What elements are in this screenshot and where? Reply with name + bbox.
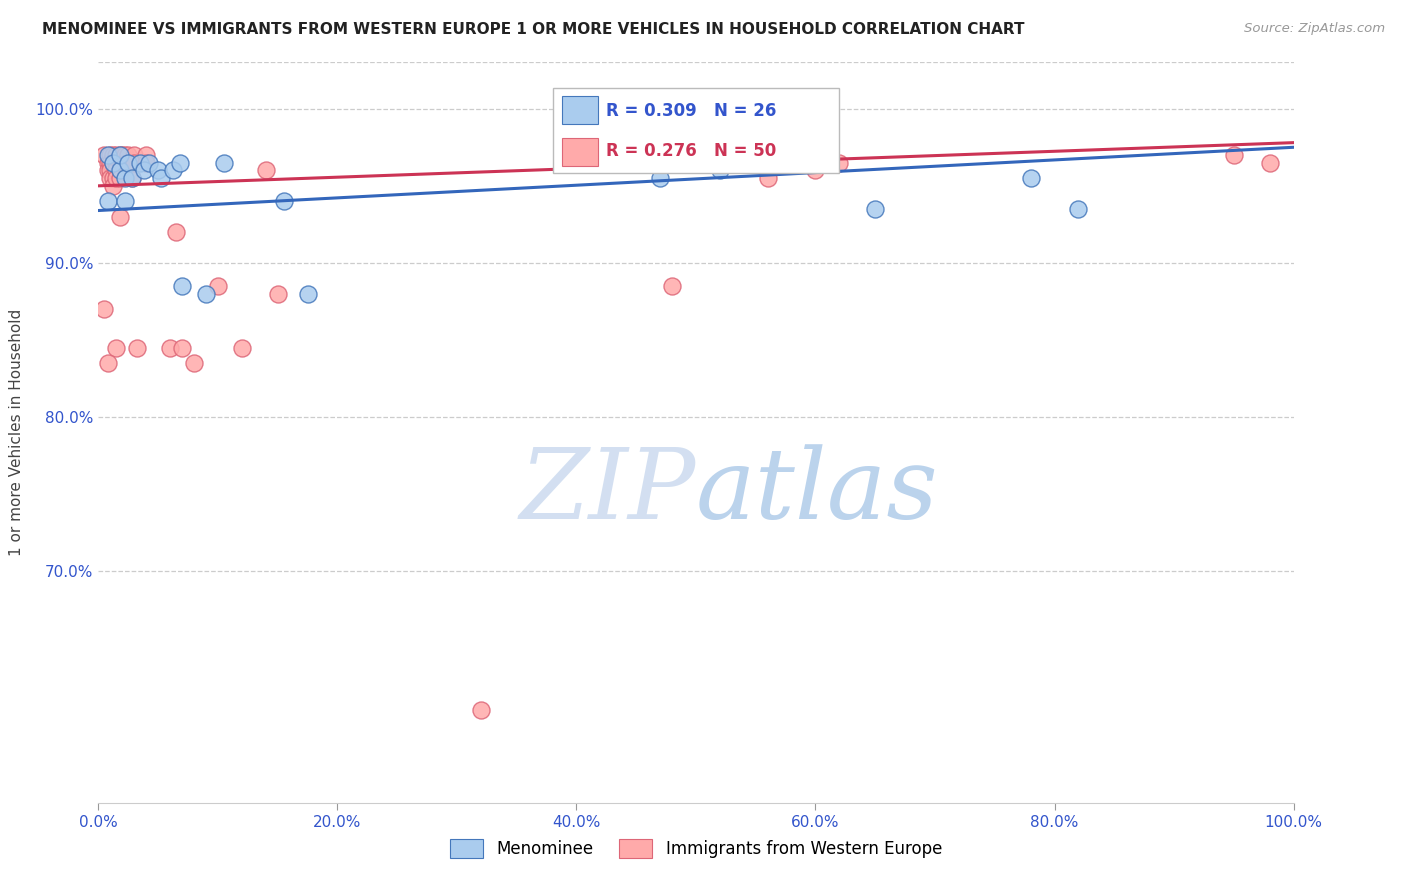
Point xyxy=(111,148,134,162)
Point xyxy=(1258,155,1281,169)
Text: ZIP: ZIP xyxy=(520,444,696,540)
Point xyxy=(804,163,827,178)
Point xyxy=(135,148,157,162)
Text: R = 0.276   N = 50: R = 0.276 N = 50 xyxy=(606,142,776,160)
Point xyxy=(101,155,124,169)
Point xyxy=(97,163,120,178)
Point xyxy=(105,155,128,169)
Point xyxy=(297,286,319,301)
Point xyxy=(267,286,290,301)
Point xyxy=(98,163,122,178)
Point xyxy=(159,341,181,355)
Point xyxy=(207,279,229,293)
Point xyxy=(162,163,184,178)
Point xyxy=(98,148,122,162)
Point xyxy=(105,341,128,355)
Point xyxy=(114,148,136,162)
Point xyxy=(865,202,887,216)
Point xyxy=(149,171,172,186)
Point xyxy=(124,155,146,169)
Point xyxy=(709,163,731,178)
Point xyxy=(212,155,235,169)
Point xyxy=(105,148,128,162)
Point xyxy=(183,356,205,370)
Point xyxy=(138,155,160,169)
Point xyxy=(172,279,194,293)
Point xyxy=(108,210,131,224)
Point xyxy=(117,155,139,169)
Point xyxy=(105,171,128,186)
Point xyxy=(108,148,131,162)
Point xyxy=(125,341,148,355)
FancyBboxPatch shape xyxy=(562,95,598,124)
Point xyxy=(1067,202,1090,216)
Point xyxy=(101,171,124,186)
Point xyxy=(132,163,155,178)
Point xyxy=(169,155,191,169)
Text: Source: ZipAtlas.com: Source: ZipAtlas.com xyxy=(1244,22,1385,36)
Legend: Menominee, Immigrants from Western Europe: Menominee, Immigrants from Western Europ… xyxy=(443,832,949,865)
Point xyxy=(129,155,152,169)
Point xyxy=(108,163,131,178)
Y-axis label: 1 or more Vehicles in Household: 1 or more Vehicles in Household xyxy=(10,309,24,557)
Point xyxy=(1019,171,1042,186)
Point xyxy=(124,148,146,162)
Point xyxy=(93,148,115,162)
Point xyxy=(828,155,851,169)
Point xyxy=(165,225,187,239)
Point xyxy=(114,194,136,209)
Point xyxy=(105,163,128,178)
Point xyxy=(661,279,683,293)
Point xyxy=(470,703,492,717)
FancyBboxPatch shape xyxy=(553,88,839,173)
Point xyxy=(648,171,672,186)
Point xyxy=(111,155,134,169)
Point xyxy=(273,194,295,209)
Point xyxy=(114,155,136,169)
Point xyxy=(756,171,779,186)
Point xyxy=(97,148,120,162)
Point xyxy=(98,155,122,169)
Point xyxy=(93,302,115,317)
Point xyxy=(195,286,218,301)
Point xyxy=(101,178,124,193)
Point xyxy=(101,155,124,169)
Point xyxy=(231,341,253,355)
Point xyxy=(97,356,120,370)
Point xyxy=(1223,148,1246,162)
Point xyxy=(108,171,131,186)
Point xyxy=(121,171,143,186)
Point xyxy=(148,163,170,178)
Point xyxy=(98,171,122,186)
Point xyxy=(101,148,124,162)
Point xyxy=(117,155,139,169)
Point xyxy=(254,163,277,178)
Point xyxy=(172,341,194,355)
Text: atlas: atlas xyxy=(696,444,939,540)
Point xyxy=(108,148,131,162)
Text: R = 0.309   N = 26: R = 0.309 N = 26 xyxy=(606,102,776,120)
Point xyxy=(97,155,120,169)
Text: MENOMINEE VS IMMIGRANTS FROM WESTERN EUROPE 1 OR MORE VEHICLES IN HOUSEHOLD CORR: MENOMINEE VS IMMIGRANTS FROM WESTERN EUR… xyxy=(42,22,1025,37)
Point xyxy=(117,148,139,162)
Point xyxy=(135,155,157,169)
FancyBboxPatch shape xyxy=(562,138,598,166)
Point xyxy=(108,163,131,178)
Point xyxy=(114,171,136,186)
Point xyxy=(121,171,143,186)
Point xyxy=(108,155,131,169)
Point xyxy=(97,194,120,209)
